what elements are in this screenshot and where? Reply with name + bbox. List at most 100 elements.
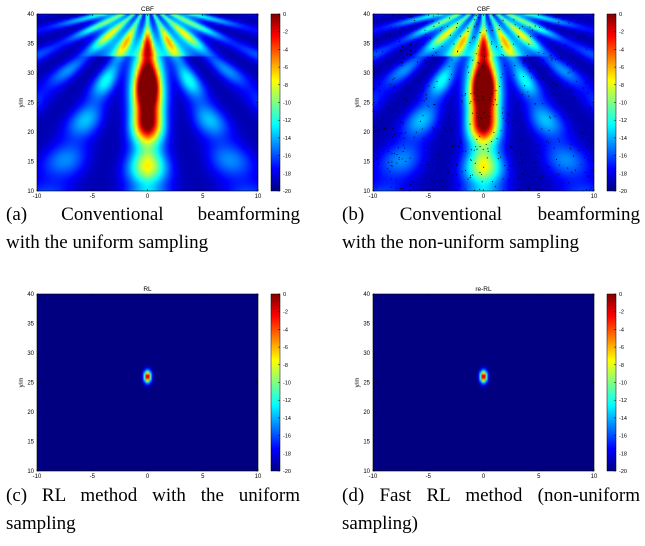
plot-c: RL-10-50510x/m40353025201510y/m0-2-4-6-8… bbox=[19, 286, 291, 480]
sampling-point bbox=[470, 159, 472, 161]
sampling-point bbox=[432, 54, 434, 56]
sampling-point bbox=[394, 60, 396, 63]
sampling-point bbox=[378, 102, 380, 104]
sampling-point bbox=[471, 37, 473, 39]
sampling-point bbox=[470, 159, 472, 162]
sampling-point bbox=[505, 119, 507, 121]
sampling-point bbox=[522, 25, 524, 28]
colorbar-tick-label: -8 bbox=[619, 363, 624, 369]
sampling-point bbox=[395, 110, 397, 112]
plot-a: CBF-10-50510x/m40353025201510y/m0-2-4-6-… bbox=[19, 6, 291, 200]
sampling-point bbox=[426, 161, 428, 163]
sampling-point bbox=[474, 37, 476, 39]
sampling-point bbox=[554, 178, 557, 180]
sampling-point bbox=[482, 148, 484, 150]
sampling-point bbox=[524, 59, 526, 62]
sampling-point bbox=[423, 138, 425, 140]
sampling-point bbox=[565, 44, 567, 46]
sampling-point bbox=[425, 94, 427, 96]
y-tick-label: 15 bbox=[363, 160, 370, 166]
colorbar-tick-label: -18 bbox=[619, 171, 627, 177]
sampling-point bbox=[569, 71, 571, 73]
sampling-point bbox=[374, 70, 376, 72]
sampling-point bbox=[548, 67, 550, 69]
sampling-point bbox=[423, 159, 425, 161]
sampling-point bbox=[540, 153, 542, 155]
sampling-point bbox=[391, 165, 393, 167]
sampling-point bbox=[573, 155, 575, 157]
sampling-point bbox=[488, 97, 491, 99]
sampling-point bbox=[518, 177, 520, 179]
sampling-point bbox=[381, 51, 384, 53]
caption-c-line2: sampling bbox=[6, 513, 76, 534]
sampling-point bbox=[498, 152, 500, 154]
sampling-point bbox=[389, 83, 391, 85]
colorbar-tick-label: -20 bbox=[619, 469, 627, 475]
sampling-point bbox=[555, 158, 558, 160]
sampling-point bbox=[552, 81, 554, 83]
sampling-point bbox=[385, 34, 387, 36]
sampling-point bbox=[437, 154, 439, 156]
sampling-point bbox=[409, 157, 411, 159]
sampling-point bbox=[491, 43, 493, 45]
plot-title: re-RL bbox=[475, 286, 492, 293]
sampling-point bbox=[473, 189, 475, 191]
sampling-point bbox=[400, 50, 402, 52]
sampling-point bbox=[536, 151, 538, 153]
sampling-point bbox=[491, 93, 493, 95]
x-tick-label: -5 bbox=[90, 194, 96, 200]
colorbar-tick-label: -16 bbox=[283, 154, 291, 160]
sampling-point bbox=[502, 54, 504, 56]
sampling-point bbox=[582, 132, 584, 134]
y-tick-label: 25 bbox=[363, 381, 370, 387]
y-axis-label: y/m bbox=[355, 378, 361, 388]
sampling-point bbox=[570, 89, 572, 91]
sampling-point bbox=[568, 22, 570, 24]
y-tick-label: 25 bbox=[27, 101, 34, 107]
y-tick-label: 15 bbox=[27, 440, 34, 446]
sampling-point bbox=[456, 174, 458, 176]
sampling-point bbox=[483, 166, 485, 168]
sampling-point bbox=[520, 162, 523, 164]
sampling-point bbox=[449, 17, 451, 19]
sampling-point bbox=[562, 19, 564, 21]
sampling-point bbox=[479, 135, 481, 137]
sampling-point bbox=[575, 20, 577, 23]
caption-b: (b) Conventional beamforming with the no… bbox=[342, 201, 640, 257]
sampling-point bbox=[479, 188, 481, 190]
colorbar-tick-label: -2 bbox=[283, 310, 288, 316]
x-tick-label: 5 bbox=[537, 194, 541, 200]
sampling-point bbox=[473, 19, 475, 21]
sampling-point bbox=[392, 111, 394, 113]
sampling-point bbox=[519, 27, 521, 29]
sampling-point bbox=[537, 144, 539, 146]
sampling-point bbox=[554, 115, 556, 117]
caption-a-line1: (a) Conventional beamforming bbox=[6, 204, 300, 225]
sampling-point bbox=[477, 62, 479, 64]
sampling-point bbox=[423, 43, 425, 45]
plot-title: RL bbox=[143, 286, 152, 293]
sampling-point bbox=[571, 171, 573, 173]
sampling-point bbox=[577, 38, 579, 40]
caption-b-line1: (b) Conventional beamforming bbox=[342, 204, 640, 225]
sampling-point bbox=[379, 24, 381, 26]
y-tick-label: 40 bbox=[363, 12, 370, 18]
sampling-point bbox=[491, 41, 493, 43]
sampling-point bbox=[516, 121, 518, 123]
sampling-point bbox=[456, 164, 458, 166]
y-tick-label: 10 bbox=[363, 189, 370, 195]
sampling-point bbox=[586, 32, 588, 34]
sampling-point bbox=[573, 96, 575, 98]
sampling-point bbox=[473, 36, 475, 38]
sampling-point bbox=[520, 153, 522, 155]
figure-b: CBF-10-50510x/m40353025201510y/m0-2-4-6-… bbox=[336, 0, 645, 272]
sampling-point bbox=[484, 56, 486, 58]
sampling-point bbox=[388, 151, 390, 153]
sampling-point bbox=[533, 171, 536, 173]
sampling-point bbox=[376, 51, 378, 53]
sampling-point bbox=[558, 173, 560, 175]
sampling-point bbox=[394, 117, 397, 119]
sampling-point bbox=[451, 118, 453, 121]
sampling-point bbox=[527, 55, 529, 57]
y-axis-label: y/m bbox=[19, 378, 25, 388]
